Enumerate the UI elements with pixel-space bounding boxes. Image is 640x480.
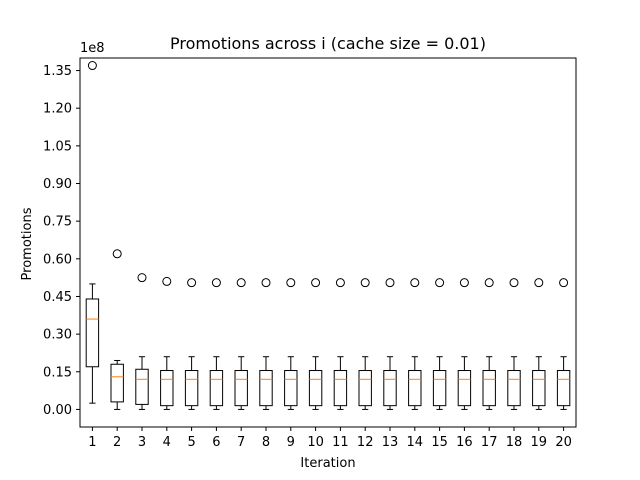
- x-tick-label: 8: [262, 435, 270, 450]
- x-tick-label: 17: [481, 435, 498, 450]
- box: [432, 370, 447, 407]
- box: [259, 370, 273, 407]
- y-tick-label: 1.05: [43, 139, 72, 154]
- x-tick-label: 10: [307, 435, 324, 450]
- outlier-point: [162, 276, 172, 286]
- y-tick-label: 0.60: [43, 252, 72, 267]
- y-tick-label: 0.30: [43, 328, 72, 343]
- chart-title: Promotions across i (cache size = 0.01): [170, 34, 486, 53]
- x-tick-label: 6: [212, 435, 220, 450]
- outlier-point: [435, 278, 445, 288]
- outlier-point: [211, 278, 221, 288]
- box: [135, 368, 149, 405]
- x-tick-label: 9: [287, 435, 295, 450]
- outlier-point: [137, 273, 147, 283]
- outlier-point: [385, 278, 395, 288]
- outlier-point: [311, 278, 321, 288]
- y-tick-label: 1.35: [43, 64, 72, 79]
- x-tick-label: 18: [506, 435, 523, 450]
- plot-area: 0.00 0.15 0.30 0.45 0.60 0.75 0.90 1.05 1.20 1.35…: [43, 57, 577, 450]
- x-tick-label: 12: [357, 435, 374, 450]
- outlier-point: [87, 61, 97, 71]
- y-tick-label: 0.90: [43, 177, 72, 192]
- y-tick-label: 1.20: [43, 102, 72, 117]
- outlier-point: [484, 278, 494, 288]
- outlier-point: [286, 278, 296, 288]
- outlier-point: [360, 278, 370, 288]
- box: [234, 370, 248, 407]
- outlier-point: [236, 278, 246, 288]
- box: [383, 370, 397, 407]
- box: [507, 370, 521, 407]
- x-tick-label: 20: [555, 435, 572, 450]
- y-tick-label: 0.00: [43, 403, 72, 418]
- y-axis-offset-label: 1e8: [80, 41, 105, 56]
- x-tick-label: 1: [88, 435, 96, 450]
- box: [184, 370, 199, 407]
- axes-frame: [79, 57, 577, 428]
- y-tick-label: 0.45: [43, 290, 72, 305]
- box: [160, 370, 174, 407]
- x-tick-label: 11: [332, 435, 349, 450]
- outlier-point: [559, 278, 569, 288]
- box: [482, 370, 496, 407]
- outlier-point: [509, 278, 519, 288]
- y-tick-label: 0.75: [43, 215, 72, 230]
- outlier-point: [459, 278, 469, 288]
- box: [408, 370, 422, 407]
- box: [284, 370, 298, 407]
- y-tick-label: 0.15: [43, 365, 72, 380]
- box: [85, 298, 100, 368]
- box: [532, 370, 546, 407]
- box: [308, 370, 323, 407]
- x-tick-label: 16: [456, 435, 473, 450]
- box: [457, 370, 472, 407]
- box: [333, 370, 348, 407]
- x-tick-label: 15: [431, 435, 448, 450]
- x-tick-label: 14: [407, 435, 424, 450]
- box: [209, 370, 224, 407]
- x-tick-label: 19: [531, 435, 548, 450]
- outlier-point: [112, 249, 122, 259]
- outlier-point: [261, 278, 271, 288]
- box: [556, 370, 571, 407]
- outlier-point: [335, 278, 345, 288]
- box: [358, 370, 372, 407]
- x-tick-label: 5: [187, 435, 195, 450]
- x-tick-label: 3: [138, 435, 146, 450]
- x-tick-label: 13: [382, 435, 399, 450]
- outlier-point: [187, 278, 197, 288]
- x-tick-label: 4: [163, 435, 171, 450]
- x-tick-label: 2: [113, 435, 121, 450]
- y-axis-label: Promotions: [20, 207, 35, 280]
- outlier-point: [534, 278, 544, 288]
- x-tick-label: 7: [237, 435, 245, 450]
- x-axis-label: Iteration: [300, 456, 355, 471]
- outlier-point: [410, 278, 420, 288]
- box: [110, 363, 124, 403]
